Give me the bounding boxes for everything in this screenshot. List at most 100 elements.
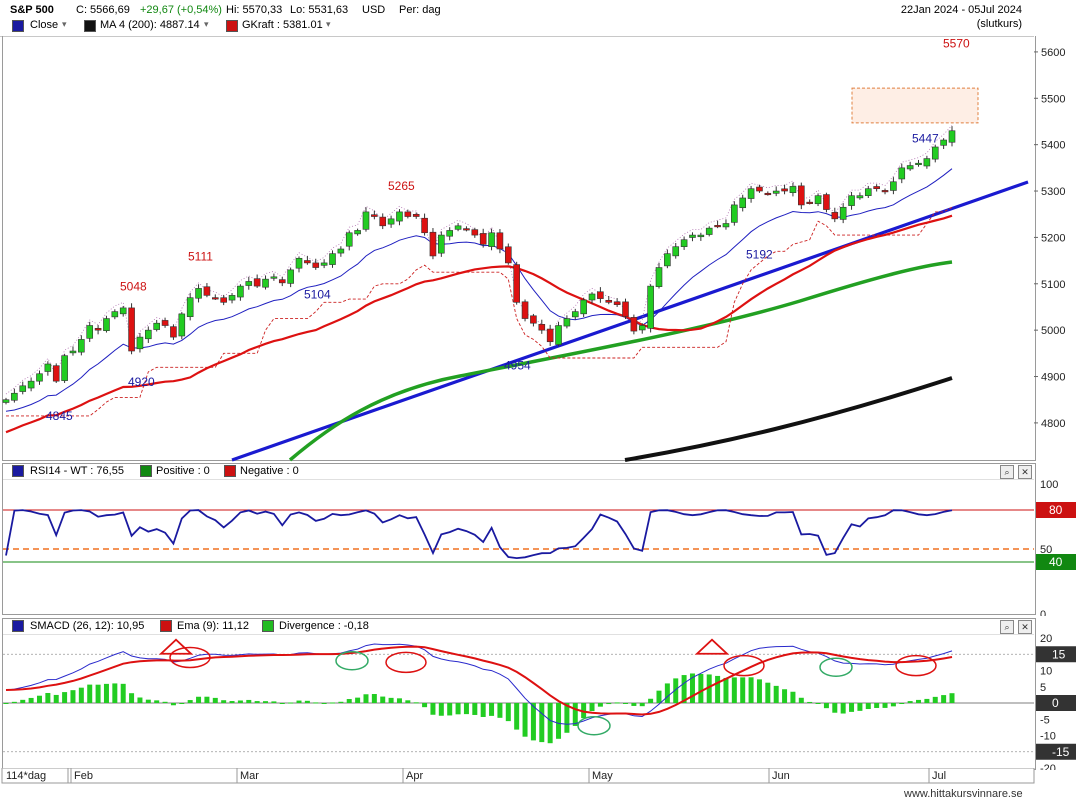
divergence-bar bbox=[137, 697, 143, 703]
candle-body bbox=[412, 214, 420, 217]
price-chart[interactable]: 4800 4900 5000 5100 5200 5300 5400 5500 5600 5570… bbox=[0, 36, 1080, 462]
price-tick-label: 5500 bbox=[1041, 93, 1065, 105]
positive-legend: Positive : 0 bbox=[156, 465, 210, 477]
candle-body bbox=[630, 317, 638, 332]
period-label: 114*dag bbox=[6, 770, 46, 782]
rsi-legend: RSI14 - WT : 76,55 bbox=[30, 465, 124, 477]
candle-body bbox=[86, 325, 94, 339]
candle-body bbox=[44, 363, 52, 372]
price-annotation: 5265 bbox=[388, 179, 415, 193]
divergence-bar bbox=[673, 678, 679, 703]
candle-body bbox=[438, 234, 445, 254]
price-annotation: 5192 bbox=[746, 247, 773, 261]
candle-body bbox=[69, 350, 77, 354]
divergence-bar bbox=[246, 699, 252, 703]
candle-body bbox=[228, 295, 236, 301]
price-annotation: 5048 bbox=[120, 280, 147, 294]
divergence-bar bbox=[899, 703, 905, 704]
candle-body bbox=[781, 188, 788, 192]
divergence-bar bbox=[288, 702, 294, 704]
sell-cross-marker bbox=[895, 654, 937, 677]
divergence-bar bbox=[28, 697, 34, 703]
ma-long-line bbox=[288, 260, 953, 462]
candle-body bbox=[814, 195, 822, 205]
divergence-bar bbox=[103, 683, 109, 703]
legend-ma[interactable]: MA 4 (200): 4887.14 bbox=[100, 19, 200, 31]
buy-cross-marker bbox=[577, 716, 611, 736]
divergence-bar bbox=[396, 698, 402, 703]
close-icon[interactable]: ✕ bbox=[1018, 465, 1032, 479]
divergence-bar bbox=[112, 683, 118, 703]
candle-body bbox=[613, 301, 621, 305]
ema-legend: Ema (9): 11,12 bbox=[177, 620, 249, 632]
divergence-bar bbox=[120, 683, 126, 703]
divergence-bar bbox=[505, 703, 511, 722]
candle-body bbox=[622, 301, 629, 317]
candle-body bbox=[505, 246, 512, 264]
high-value: Hi: 5570,33 bbox=[226, 4, 283, 16]
divergence-bar bbox=[723, 677, 729, 703]
negative-swatch bbox=[224, 465, 236, 477]
sell-cross-marker bbox=[723, 654, 765, 677]
divergence-bar bbox=[890, 703, 896, 707]
currency: USD bbox=[362, 4, 386, 16]
divergence-bar bbox=[78, 687, 84, 703]
divergence-bar bbox=[849, 703, 855, 712]
legend-close[interactable]: Close bbox=[30, 19, 59, 31]
candle-body bbox=[839, 206, 847, 220]
dropdown-arrow-icon[interactable]: ▾ bbox=[62, 19, 67, 29]
divergence-bar bbox=[539, 703, 545, 743]
candle-body bbox=[119, 307, 127, 315]
divergence-bar bbox=[790, 691, 796, 703]
ma-dotted-line bbox=[5, 124, 953, 395]
divergence-bar bbox=[648, 698, 654, 703]
candle-body bbox=[2, 399, 10, 403]
low-value: Lo: 5531,63 bbox=[290, 4, 349, 16]
dropdown-arrow-icon[interactable]: ▾ bbox=[326, 19, 331, 29]
macd-tick-label: -20 bbox=[1040, 763, 1056, 770]
candle-body bbox=[798, 185, 805, 206]
candle-body bbox=[931, 146, 939, 160]
candle-body bbox=[337, 248, 345, 254]
candle-body bbox=[538, 324, 546, 331]
zoom-icon[interactable]: ⌕ bbox=[1000, 465, 1014, 479]
divergence-bar bbox=[237, 700, 243, 703]
buy-cross-marker bbox=[819, 657, 853, 677]
peak-triangle-marker bbox=[694, 638, 730, 655]
zoom-icon[interactable]: ⌕ bbox=[1000, 620, 1014, 634]
divergence-bar bbox=[463, 703, 469, 715]
price-tick-label: 5100 bbox=[1041, 279, 1065, 291]
candle-body bbox=[772, 190, 780, 194]
ema-swatch bbox=[160, 620, 172, 632]
rsi-pane[interactable] bbox=[2, 463, 1036, 615]
divergence-bar bbox=[715, 675, 721, 703]
legend-gkraft[interactable]: GKraft : 5381.01 bbox=[242, 19, 323, 31]
candle-body bbox=[521, 301, 529, 319]
candle-body bbox=[580, 299, 587, 315]
rsi-chart[interactable]: 100 50 0 80 40 bbox=[0, 480, 1080, 616]
candle-body bbox=[756, 186, 763, 192]
candle-body bbox=[915, 162, 922, 166]
candle-body bbox=[78, 339, 85, 353]
candle-body bbox=[655, 267, 663, 287]
close-icon[interactable]: ✕ bbox=[1018, 620, 1032, 634]
divergence-bar bbox=[815, 703, 821, 704]
price-pane[interactable] bbox=[2, 36, 1036, 461]
rsi-tick-label: 0 bbox=[1040, 609, 1046, 616]
macd-tick-label: 20 bbox=[1040, 634, 1052, 645]
candle-body bbox=[747, 188, 755, 199]
gkraft-line bbox=[5, 214, 953, 434]
divergence-bar bbox=[740, 677, 746, 703]
price-tick-label: 4800 bbox=[1041, 418, 1065, 430]
negative-legend: Negative : 0 bbox=[240, 465, 299, 477]
price-tick-label: 5400 bbox=[1041, 140, 1065, 152]
candle-body bbox=[345, 232, 353, 247]
gkraft-swatch bbox=[226, 20, 238, 32]
candle-body bbox=[680, 239, 688, 247]
period: Per: dag bbox=[399, 4, 441, 16]
dropdown-arrow-icon[interactable]: ▾ bbox=[204, 19, 209, 29]
macd-chart[interactable]: 20 10 5 -5 -10 -20 15 0 -15 bbox=[0, 634, 1080, 770]
divergence-bar bbox=[606, 703, 612, 705]
candle-body bbox=[906, 165, 914, 170]
footer-site[interactable]: www.hittakursvinnare.se bbox=[904, 788, 1023, 800]
